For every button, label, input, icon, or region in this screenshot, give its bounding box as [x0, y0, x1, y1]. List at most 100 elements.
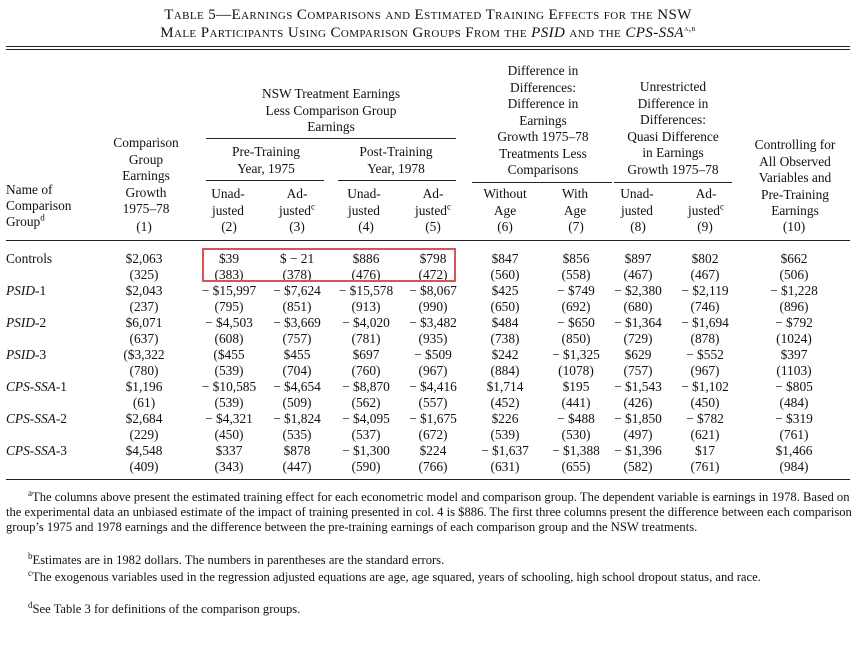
table-cell-estimate: − $792: [775, 315, 813, 330]
table-cell-std-error: (766): [418, 459, 448, 474]
table-cell-std-error: (967): [418, 363, 448, 378]
table-cell-estimate: $856: [562, 251, 590, 266]
table-cell-std-error: (441): [561, 395, 591, 410]
table-cell-estimate: $39: [218, 251, 240, 266]
table-cell-std-error: (61): [132, 395, 156, 410]
table-cell-std-error: (450): [690, 395, 720, 410]
table-cell-std-error: (537): [351, 427, 381, 442]
column-number: (1): [136, 219, 152, 234]
table-cell-estimate: $337: [215, 443, 243, 458]
rule-unrestricted: [614, 182, 732, 183]
table-cell-std-error: (590): [351, 459, 381, 474]
table-cell-estimate: $425: [491, 283, 519, 298]
table-cell-std-error: (237): [129, 299, 159, 314]
table-cell-std-error: (560): [490, 267, 520, 282]
table-cell-std-error: (990): [418, 299, 448, 314]
header-nsw-group: NSW Treatment Earnings Less Comparison G…: [261, 86, 401, 134]
table-cell-std-error: (761): [690, 459, 720, 474]
table-cell-std-error: (729): [623, 331, 653, 346]
header-col4: Unad-justed: [347, 186, 381, 218]
table-cell-estimate: − $4,416: [409, 379, 457, 394]
table-cell-std-error: (746): [690, 299, 720, 314]
table-cell-std-error: (850): [561, 331, 591, 346]
header-col7: With Age: [561, 186, 589, 218]
header-col8: Unad-justed: [620, 186, 654, 218]
table-cell-std-error: (878): [690, 331, 720, 346]
table-cell-std-error: (506): [779, 267, 809, 282]
table-cell-std-error: (539): [214, 395, 244, 410]
table-cell-std-error: (637): [129, 331, 159, 346]
table-cell-estimate: − $1,364: [614, 315, 662, 330]
row-name: PSID-3: [6, 347, 47, 362]
title-cpsssa: CPS-SSA: [625, 25, 684, 41]
table-cell-estimate: $6,071: [125, 315, 163, 330]
table-cell-std-error: (562): [351, 395, 381, 410]
header-col3: Ad-justedc: [279, 186, 315, 218]
column-number: (8): [630, 219, 646, 234]
hdr-name-line-2: Comparison: [6, 198, 72, 213]
table-cell-estimate: $226: [491, 411, 519, 426]
footnote-a: aThe columns above present the estimated…: [6, 487, 852, 534]
table-cell-estimate: $629: [624, 347, 652, 362]
table-cell-std-error: (1078): [558, 363, 594, 378]
table-cell-std-error: (680): [623, 299, 653, 314]
table-cell-estimate: − $552: [686, 347, 724, 362]
column-number: (3): [289, 219, 305, 234]
table-cell-std-error: (450): [214, 427, 244, 442]
rule-did: [472, 182, 612, 183]
table-cell-std-error: (757): [623, 363, 653, 378]
table-cell-estimate: − $1,388: [552, 443, 600, 458]
table-cell-estimate: − $650: [557, 315, 595, 330]
table-cell-estimate: − $4,321: [205, 411, 253, 426]
header-name-of-group: Name of Comparison Groupd: [6, 182, 71, 230]
table-cell-estimate: $886: [352, 251, 380, 266]
table-cell-std-error: (467): [623, 267, 653, 282]
table-cell-estimate: − $1,300: [342, 443, 390, 458]
table-cell-std-error: (378): [282, 267, 312, 282]
table-cell-estimate: − $1,102: [681, 379, 729, 394]
table-cell-estimate: $878: [283, 443, 311, 458]
footnote-d: dSee Table 3 for definitions of the comp…: [28, 599, 301, 616]
title-psid: PSID: [531, 25, 566, 41]
table-cell-estimate: − $15,997: [201, 283, 257, 298]
table-cell-estimate: − $1,396: [614, 443, 662, 458]
table-cell-estimate: − $4,020: [342, 315, 390, 330]
table-title-line-1: Table 5—Earnings Comparisons and Estimat…: [164, 7, 692, 23]
table-cell-std-error: (795): [214, 299, 244, 314]
table-cell-estimate: − $1,694: [681, 315, 729, 330]
table-cell-std-error: (757): [282, 331, 312, 346]
column-number: (9): [697, 219, 713, 234]
table-cell-estimate: − $1,850: [614, 411, 662, 426]
rule-nsw-group: [206, 138, 456, 139]
table-cell-estimate: ($455: [213, 347, 245, 362]
table-cell-std-error: (325): [129, 267, 159, 282]
header-col5: Ad-justedc: [415, 186, 451, 218]
header-col6: Without Age: [483, 186, 527, 218]
table-cell-estimate: − $10,585: [201, 379, 257, 394]
header-col10: Controlling for All Observed Variables a…: [754, 137, 836, 218]
table-cell-std-error: (535): [282, 427, 312, 442]
row-name: PSID-2: [6, 315, 47, 330]
table-cell-estimate: $798: [419, 251, 447, 266]
table-cell-estimate: $484: [491, 315, 519, 330]
table-cell-std-error: (738): [490, 331, 520, 346]
header-col2: Unad-justed: [211, 186, 245, 218]
table-cell-estimate: − $1,228: [770, 283, 818, 298]
row-name: PSID-1: [6, 283, 47, 298]
table-cell-estimate: − $782: [686, 411, 724, 426]
title-and-the: and the: [565, 25, 626, 41]
table-cell-std-error: (582): [623, 459, 653, 474]
table-cell-estimate: − $1,824: [273, 411, 321, 426]
table-cell-std-error: (557): [418, 395, 448, 410]
table-cell-std-error: (672): [418, 427, 448, 442]
table-cell-std-error: (497): [623, 427, 653, 442]
column-number: (6): [497, 219, 513, 234]
table-cell-estimate: − $4,095: [342, 411, 390, 426]
table-cell-estimate: − $1,325: [552, 347, 600, 362]
table-cell-std-error: (884): [490, 363, 520, 378]
table-cell-estimate: − $2,380: [614, 283, 662, 298]
header-post-training: Post-Training Year, 1978: [359, 144, 433, 176]
table-cell-std-error: (539): [214, 363, 244, 378]
hdr-name-line-3: Groupd: [6, 212, 45, 229]
header-col9: Ad-justedc: [688, 186, 724, 218]
